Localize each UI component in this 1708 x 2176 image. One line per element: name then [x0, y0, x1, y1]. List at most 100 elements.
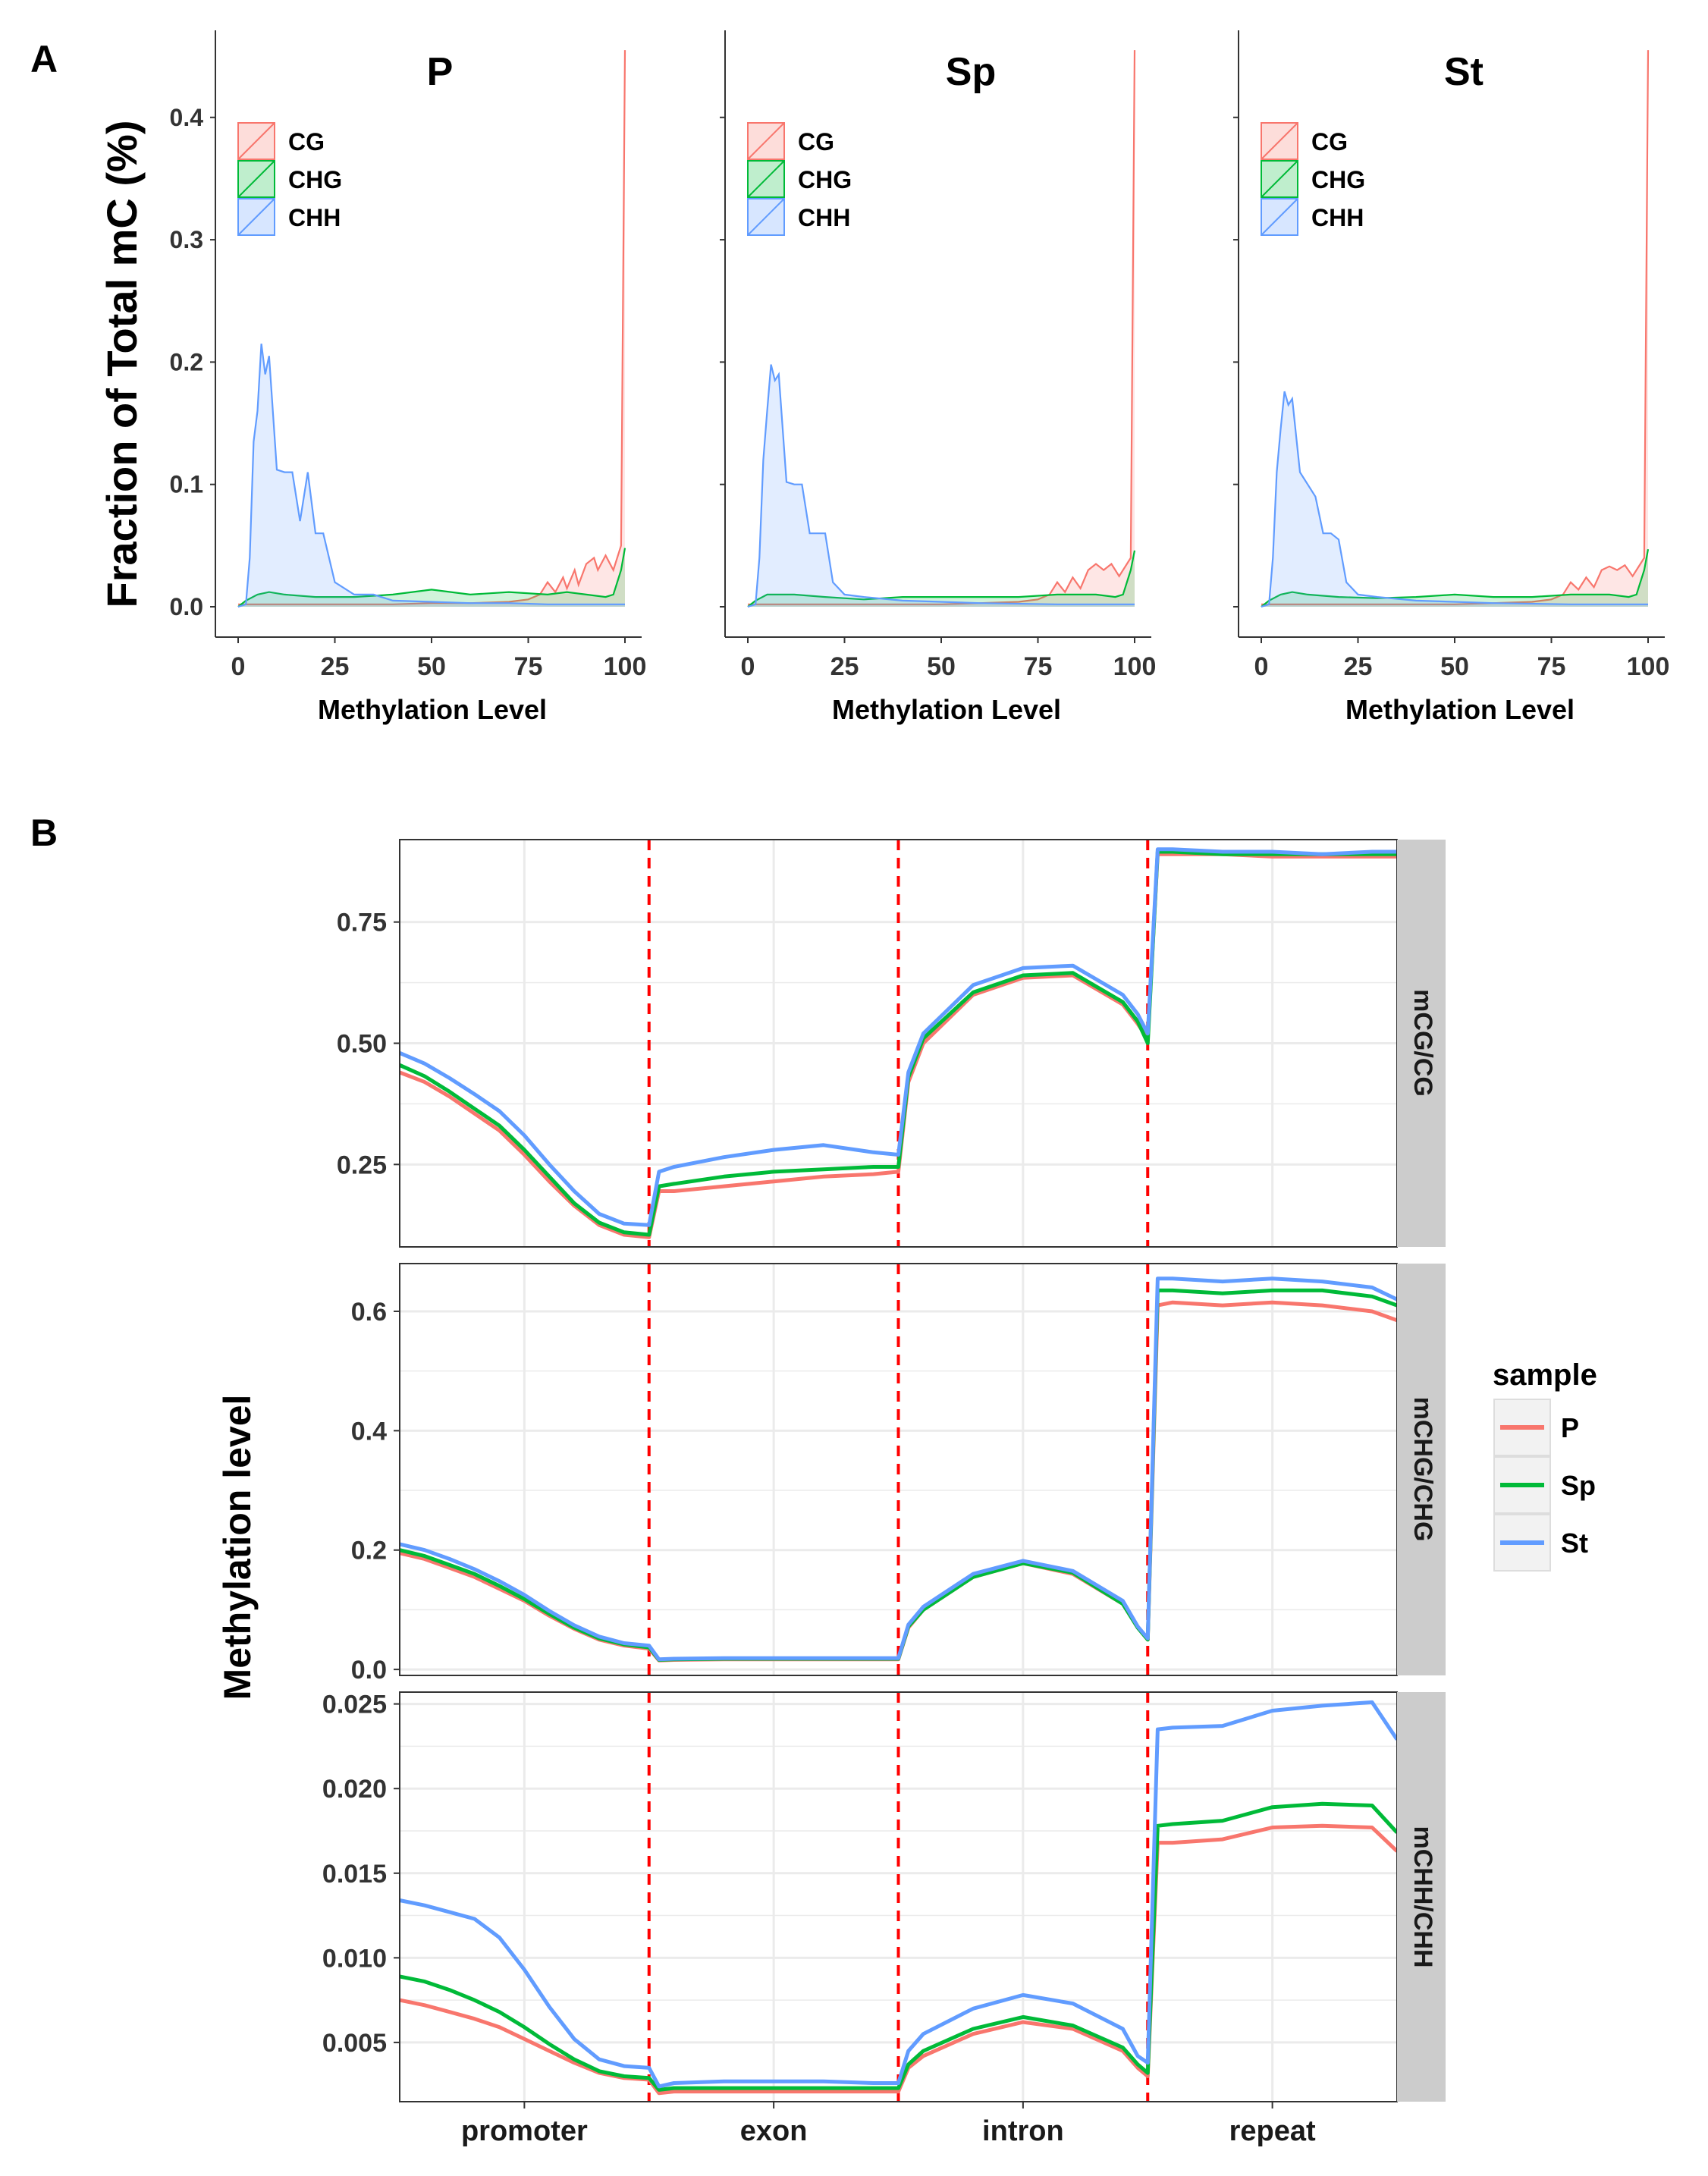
legend-label-cg: CG — [288, 128, 325, 155]
legend-key-chh-slash — [237, 198, 275, 236]
facet-mchh-series — [399, 1700, 1399, 2096]
panel-label-a: A — [30, 38, 58, 80]
facet-sp-xtick-label: 100 — [1113, 652, 1157, 681]
facet-mchg-ytick-label: 0.6 — [351, 1298, 387, 1327]
series-cg-line-p — [238, 50, 626, 605]
xtick-label-exon: exon — [740, 2115, 808, 2147]
facet-p-xtick-label: 100 — [604, 652, 647, 681]
panel-b-facet-mchg: mCHG/CHG 0.0 0.2 0.4 0.6 — [351, 1263, 1446, 1685]
series-chg-line-st — [1261, 548, 1650, 608]
facet-mcg-ytick-label: 0.25 — [337, 1151, 387, 1179]
legend-label-p: P — [1561, 1412, 1579, 1443]
series-sp-mchh — [399, 1801, 1399, 2092]
facet-mcg-series — [398, 847, 1397, 1239]
series-p-mchh — [399, 1823, 1399, 2096]
legend-label-chg: CHG — [288, 166, 342, 193]
series-chg-area-sp — [748, 550, 1135, 607]
legend-key-chg-slash — [1261, 160, 1298, 198]
facet-p-xtick-label: 75 — [514, 652, 543, 681]
facet-st-xtick-label: 50 — [1440, 652, 1469, 681]
facet-st-xtick-label: 25 — [1344, 652, 1373, 681]
facet-mcg-grid — [400, 840, 1397, 1247]
legend-label-chg: CHG — [1311, 166, 1365, 193]
facet-p-legend: CG CHG CHH — [237, 122, 342, 236]
facet-mchh-y-ticks: 0.005 0.010 0.015 0.020 0.025 — [322, 1691, 400, 2058]
facet-p-x-ticks: 0 25 50 75 100 — [231, 637, 647, 681]
series-chh-area-p — [238, 344, 625, 607]
facet-mchg-ytick-label: 0.4 — [351, 1417, 387, 1446]
facet-sp-series — [747, 50, 1136, 608]
xtick-label-repeat: repeat — [1229, 2115, 1316, 2147]
facet-mchg-ytick-label: 0.0 — [351, 1656, 387, 1685]
legend-key-chh-slash — [1261, 198, 1298, 236]
series-chh-line-p — [237, 344, 625, 608]
facet-st-xtick-label: 100 — [1627, 652, 1670, 681]
legend-key-chg-slash — [237, 160, 275, 198]
facet-p-title: P — [427, 50, 454, 94]
facet-sp-y-ticks — [720, 116, 725, 608]
facet-mchg-ytick-label: 0.2 — [351, 1537, 387, 1565]
legend-key-chg-slash — [747, 160, 785, 198]
legend-label-chh: CHH — [1311, 204, 1364, 231]
facet-p-ytick-label: 0.1 — [170, 471, 203, 498]
series-cg-line-sp — [748, 50, 1136, 605]
legend-key-cg-slash — [747, 122, 785, 160]
series-st-mcg — [399, 847, 1397, 1227]
facet-p-xlabel: Methylation Level — [318, 694, 547, 725]
facet-p-ytick-label: 0.4 — [170, 104, 204, 131]
facet-st-plot-area — [1239, 30, 1665, 637]
facet-mchh-ytick-label: 0.025 — [322, 1691, 387, 1719]
facet-mchg-y-ticks: 0.0 0.2 0.4 0.6 — [351, 1298, 400, 1685]
facet-p-y-ticks: 0.0 0.1 0.2 0.3 0.4 — [170, 104, 215, 620]
facet-mcg-ytick-label: 0.50 — [337, 1030, 387, 1059]
facet-sp-plot-area — [725, 30, 1151, 637]
series-chg-line-sp — [747, 550, 1136, 608]
facet-mchg-strip-label: mCHG/CHG — [1408, 1397, 1437, 1542]
legend-label-chh: CHH — [798, 204, 850, 231]
legend-label-chg: CHG — [798, 166, 852, 193]
panel-a-facet-sp: Sp 0 25 50 75 100 Methylation Level — [720, 30, 1156, 725]
facet-st-x-ticks: 0 25 50 75 100 — [1254, 637, 1670, 681]
legend-key-cg-slash — [237, 122, 275, 160]
facet-p-plot-area — [215, 30, 642, 637]
facet-sp-xtick-label: 25 — [830, 652, 859, 681]
facet-sp-xtick-label: 75 — [1024, 652, 1053, 681]
facet-p-ytick-label: 0.3 — [170, 226, 203, 253]
series-st-mchg — [399, 1276, 1399, 1662]
facet-p-xtick-label: 0 — [231, 652, 246, 681]
facet-st-xtick-label: 0 — [1254, 652, 1269, 681]
facet-sp-xtick-label: 0 — [741, 652, 755, 681]
facet-p-series — [237, 50, 626, 608]
series-cg-line-st — [1261, 50, 1650, 605]
facet-mchg-series — [399, 1276, 1399, 1663]
panel-a-facet-st: St 0 25 50 75 100 Methylation Level — [1233, 30, 1669, 725]
legend-label-st: St — [1561, 1528, 1588, 1559]
facet-sp-xlabel: Methylation Level — [832, 694, 1061, 725]
panel-b-facet-mchh: mCHH/CHH 0.005 0.010 0.015 0.020 0.025 — [322, 1691, 1446, 2102]
xtick-label-promoter: promoter — [461, 2115, 588, 2147]
series-chh-line-sp — [747, 364, 1135, 608]
facet-sp-legend: CG CHG CHH — [747, 122, 852, 236]
panel-label-b: B — [30, 812, 58, 854]
facet-mcg-strip — [1397, 840, 1446, 1247]
facet-st-y-ticks — [1233, 116, 1239, 608]
facet-mchh-ytick-label: 0.015 — [322, 1860, 387, 1889]
legend-label-sp: Sp — [1561, 1470, 1596, 1501]
series-chg-line-p — [237, 548, 626, 608]
facet-st-series — [1261, 50, 1650, 608]
facet-mchg-region-lines — [647, 1264, 1150, 1675]
facet-mchh-ytick-label: 0.020 — [322, 1775, 387, 1804]
legend-key-chh-slash — [747, 198, 785, 236]
xtick-label-intron: intron — [982, 2115, 1064, 2147]
panel-b-ylabel: Methylation level — [216, 1395, 259, 1700]
legend-key-cg-slash — [1261, 122, 1298, 160]
facet-mchh-strip-label: mCHH/CHH — [1408, 1826, 1437, 1968]
legend-title: sample — [1493, 1358, 1597, 1392]
facet-mcg-ytick-label: 0.75 — [337, 909, 387, 937]
facet-mcg-strip-label: mCG/CG — [1408, 989, 1437, 1097]
facet-sp-xtick-label: 50 — [927, 652, 956, 681]
facet-mchh-ytick-label: 0.005 — [322, 2029, 387, 2058]
panel-b-facet-mcg: mCG/CG 0.25 0.50 0.75 — [337, 839, 1446, 1248]
legend-label-cg: CG — [1311, 128, 1348, 155]
series-chh-area-sp — [748, 364, 1135, 607]
